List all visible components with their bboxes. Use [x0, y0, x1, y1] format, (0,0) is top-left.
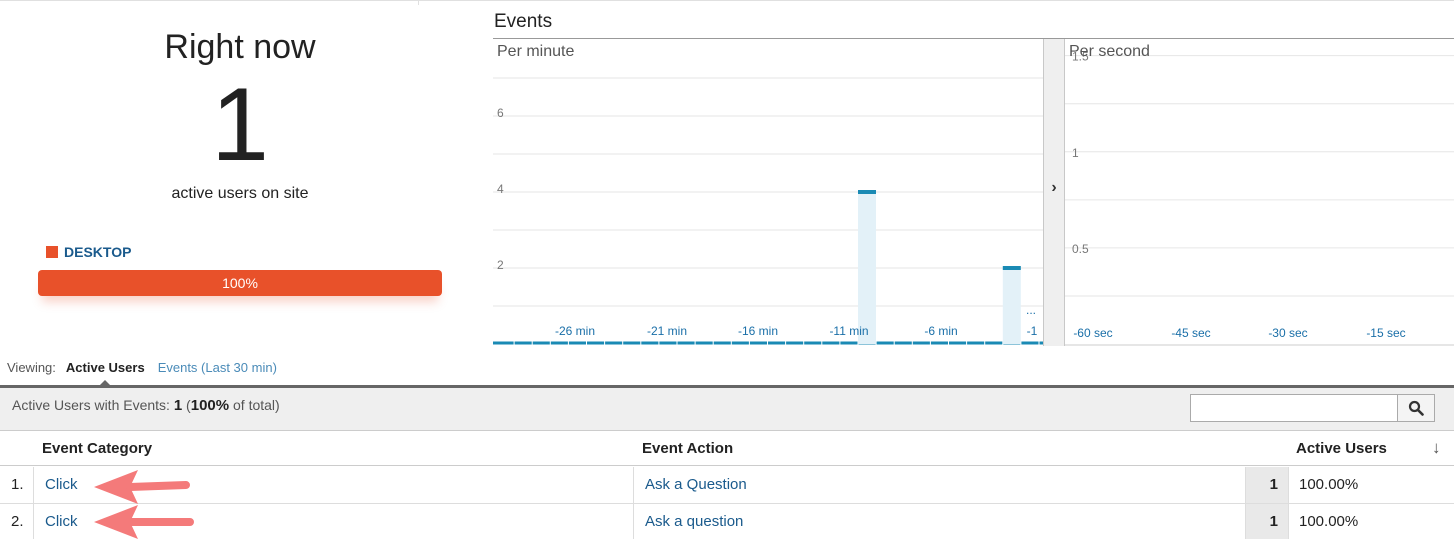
- y-tick-label: 6: [497, 106, 504, 120]
- viewing-tabs: Viewing: Active Users Events (Last 30 mi…: [7, 360, 277, 385]
- chevron-right-icon[interactable]: ›: [1051, 179, 1057, 196]
- row-action-link[interactable]: Ask a question: [634, 504, 1246, 539]
- x-tick-label: -1: [1027, 324, 1038, 338]
- y-tick-label: 1: [1072, 146, 1079, 160]
- x-tick-label: -60 sec: [1073, 326, 1112, 340]
- top-border: [0, 0, 1454, 5]
- row-number: 1.: [0, 467, 34, 503]
- row-active-users: 1: [1246, 504, 1289, 539]
- row-percent: 100.00%: [1299, 476, 1359, 493]
- col-event-action[interactable]: Event Action: [642, 440, 734, 457]
- desktop-label: DESKTOP: [64, 244, 132, 260]
- tab-active-users[interactable]: Active Users: [65, 360, 145, 385]
- annotation-arrow-left: [94, 505, 194, 539]
- chart-top-rule: [493, 38, 1454, 39]
- y-tick-label: 2: [497, 258, 504, 272]
- desktop-color-swatch: [46, 246, 58, 258]
- desktop-share-bar[interactable]: 100%: [38, 270, 442, 296]
- x-tick-label: -11 min: [829, 324, 868, 338]
- tab-events-last-30[interactable]: Events (Last 30 min): [157, 360, 277, 375]
- table-toolbar: Active Users with Events: 1 (100% of tot…: [0, 388, 1454, 431]
- event-bar: [1002, 268, 1021, 344]
- search-input[interactable]: [1190, 394, 1398, 422]
- x-tick-label: -21 min: [647, 324, 687, 338]
- per-second-label: Per second: [1069, 43, 1150, 60]
- row-category-link[interactable]: Click: [34, 467, 634, 503]
- sort-descending-icon[interactable]: ↓: [1432, 438, 1441, 457]
- row-category-link[interactable]: Click: [34, 504, 634, 539]
- more-ellipsis: ...: [1026, 303, 1037, 317]
- device-legend: DESKTOP: [46, 244, 131, 260]
- x-tick-label: -15 sec: [1366, 326, 1405, 340]
- row-percent: 100.00%: [1299, 513, 1359, 530]
- per-second-chart: Per second 1.5 1 0.5 -60 sec -45 sec -30 sec -…: [1065, 39, 1454, 346]
- per-minute-label: Per minute: [497, 43, 575, 60]
- summary-pct: 100%: [190, 397, 230, 414]
- per-second-plot: 1.5 1 0.5 -60 sec -45 sec -30 sec -15 sec: [1065, 50, 1454, 346]
- table-header-row: Event Category Event Action Active Users…: [0, 432, 1454, 466]
- right-now-panel: Right now 1 active users on site DESKTOP…: [0, 0, 480, 345]
- table-row: 2. Click Ask a question 1 100.00%: [0, 504, 1454, 539]
- chart-expand-handle[interactable]: ›: [1043, 39, 1065, 346]
- row-action-link[interactable]: Ask a Question: [634, 467, 1246, 503]
- search-button[interactable]: [1398, 394, 1435, 422]
- x-tick-label: -6 min: [924, 324, 957, 338]
- table-row: 1. Click Ask a Question 1 100.00%: [0, 467, 1454, 504]
- col-active-users[interactable]: Active Users: [1296, 440, 1387, 457]
- x-tick-label: -26 min: [555, 324, 595, 338]
- y-tick-label: 1.5: [1072, 50, 1089, 64]
- per-minute-plot: 6 4 2 -26 min -21 min -16 min -11 min -6 min -1: [493, 77, 1043, 345]
- active-users-label: active users on site: [171, 185, 309, 202]
- table-summary: Active Users with Events: 1 (100% of tot…: [12, 397, 280, 414]
- active-users-count: 1: [211, 67, 269, 183]
- event-bar-top: [858, 190, 876, 194]
- x-tick-label: -30 sec: [1268, 326, 1307, 340]
- right-now-title: Right now: [164, 28, 316, 66]
- x-tick-label: -16 min: [738, 324, 778, 338]
- section-rule: [0, 385, 1454, 388]
- y-tick-label: 4: [497, 182, 504, 196]
- summary-label: Active Users with Events:: [12, 397, 170, 413]
- col-event-category[interactable]: Event Category: [42, 440, 153, 457]
- event-bar: [858, 192, 876, 344]
- viewing-label: Viewing:: [7, 360, 56, 375]
- table-search: [1190, 394, 1435, 422]
- row-active-users: 1: [1246, 467, 1289, 503]
- events-title: Events: [494, 11, 553, 32]
- annotation-arrow-left: [94, 470, 190, 504]
- y-tick-label: 0.5: [1072, 242, 1089, 256]
- search-icon: [1408, 400, 1424, 416]
- summary-value: 1: [173, 397, 183, 414]
- x-tick-label: -45 sec: [1171, 326, 1210, 340]
- per-minute-chart: Per minute 6 4 2 -26 min -21 min -16 min -11 m…: [493, 39, 1043, 346]
- summary-suffix: of total): [233, 397, 280, 413]
- event-bar-top: [1002, 266, 1021, 270]
- row-number: 2.: [0, 504, 34, 539]
